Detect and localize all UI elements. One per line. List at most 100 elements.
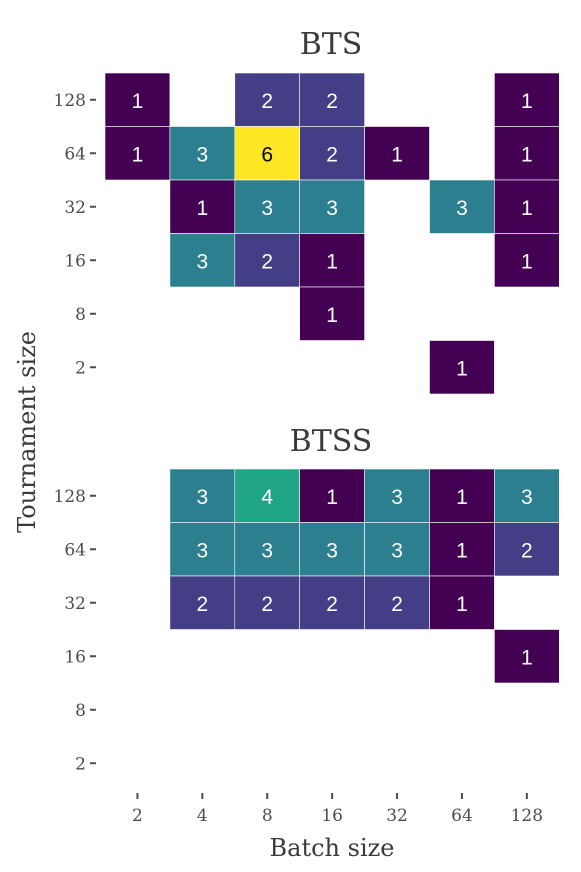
heatmap-cell bbox=[299, 468, 365, 523]
cells: 3 4 1 3 1 3 3 3 3 3 1 2 2 2 2 2 1 1 bbox=[169, 468, 560, 684]
heatmap-cell bbox=[169, 468, 236, 523]
cell-value-label: 1 bbox=[521, 197, 533, 220]
heatmap-cell bbox=[299, 522, 365, 577]
y-tick-label: 2 bbox=[75, 754, 86, 774]
x-axis: 2 4 8 16 32 64 128 bbox=[132, 793, 543, 826]
y-tick-label: 32 bbox=[64, 198, 86, 218]
cell-value-label: 2 bbox=[261, 593, 273, 616]
heatmap-cell bbox=[299, 72, 365, 127]
panel-btss: BTSS 128 64 32 16 8 2 3 4 1 3 1 3 3 3 3 3 1 2 2 2 2 2 1 1 bbox=[54, 424, 560, 774]
cell-value-label: 1 bbox=[521, 90, 533, 113]
cell-value-label: 2 bbox=[261, 250, 273, 273]
heatmap-cell bbox=[169, 179, 236, 234]
cell-value-label: 3 bbox=[197, 143, 209, 166]
cell-value-label: 2 bbox=[326, 90, 338, 113]
heatmap-cell bbox=[364, 126, 430, 181]
cell-value-label: 1 bbox=[456, 486, 468, 509]
heatmap-cell bbox=[429, 340, 495, 395]
y-tick-label: 8 bbox=[75, 305, 86, 325]
y-axis: 128 64 32 16 8 2 bbox=[54, 487, 96, 774]
cell-value-label: 2 bbox=[521, 539, 533, 562]
y-tick-label: 128 bbox=[54, 91, 86, 111]
heatmap-cell bbox=[234, 468, 301, 523]
heatmap-cell bbox=[429, 522, 495, 577]
x-tick-label: 64 bbox=[451, 806, 473, 826]
heatmap-cell bbox=[234, 179, 301, 234]
cell-value-label: 1 bbox=[456, 357, 468, 380]
cell-value-label: 1 bbox=[132, 90, 144, 113]
y-tick-label: 64 bbox=[64, 144, 86, 164]
cell-value-label: 6 bbox=[261, 143, 273, 166]
cell-value-label: 2 bbox=[261, 90, 273, 113]
heatmap-cell bbox=[429, 179, 495, 234]
cell-value-label: 3 bbox=[197, 486, 209, 509]
cells: 1 2 2 1 1 3 6 2 1 1 1 3 3 3 1 3 2 1 1 1 1 bbox=[104, 72, 560, 395]
heatmap-cell bbox=[234, 522, 301, 577]
heatmap-cell bbox=[299, 126, 365, 181]
y-tick-label: 2 bbox=[75, 358, 86, 378]
heatmap-cell bbox=[299, 233, 365, 288]
heatmap-cell bbox=[169, 126, 236, 181]
heatmap-cell bbox=[494, 179, 560, 234]
cell-value-label: 3 bbox=[261, 539, 273, 562]
panel-title: BTSS bbox=[290, 424, 373, 459]
y-axis-title: Tournament size bbox=[13, 331, 41, 533]
cell-value-label: 3 bbox=[391, 486, 403, 509]
cell-value-label: 3 bbox=[326, 539, 338, 562]
heatmap-cell bbox=[234, 126, 301, 181]
x-axis-title: Batch size bbox=[270, 834, 395, 862]
cell-value-label: 3 bbox=[391, 539, 403, 562]
y-tick-label: 8 bbox=[75, 701, 86, 721]
cell-value-label: 2 bbox=[326, 593, 338, 616]
heatmap-cell bbox=[494, 629, 560, 684]
cell-value-label: 1 bbox=[132, 143, 144, 166]
x-tick-label: 2 bbox=[132, 806, 143, 826]
y-tick-label: 16 bbox=[64, 251, 86, 271]
heatmap-cell bbox=[494, 468, 560, 523]
cell-value-label: 1 bbox=[521, 250, 533, 273]
cell-value-label: 1 bbox=[326, 250, 338, 273]
y-axis: 128 64 32 16 8 2 bbox=[54, 91, 96, 378]
x-tick-label: 32 bbox=[386, 806, 408, 826]
y-tick-label: 64 bbox=[64, 540, 86, 560]
heatmap-cell bbox=[494, 126, 560, 181]
y-tick-label: 128 bbox=[54, 487, 86, 507]
cell-value-label: 1 bbox=[521, 646, 533, 669]
cell-value-label: 4 bbox=[261, 486, 273, 509]
heatmap-cell bbox=[299, 286, 365, 341]
heatmap-cell bbox=[299, 575, 365, 630]
heatmap-cell bbox=[234, 233, 301, 288]
cell-value-label: 3 bbox=[261, 197, 273, 220]
cell-value-label: 1 bbox=[391, 143, 403, 166]
cell-value-label: 2 bbox=[197, 593, 209, 616]
y-tick-label: 16 bbox=[64, 647, 86, 667]
heatmap-cell bbox=[494, 522, 560, 577]
cell-value-label: 1 bbox=[521, 143, 533, 166]
heatmap-cell bbox=[494, 72, 560, 127]
cell-value-label: 3 bbox=[456, 197, 468, 220]
heatmap-cell bbox=[429, 468, 495, 523]
x-tick-label: 8 bbox=[262, 806, 273, 826]
heatmap-cell bbox=[104, 126, 171, 181]
cell-value-label: 1 bbox=[326, 304, 338, 327]
cell-value-label: 1 bbox=[197, 197, 209, 220]
heatmap-cell bbox=[234, 575, 301, 630]
cell-value-label: 1 bbox=[456, 593, 468, 616]
heatmap-cell bbox=[364, 575, 430, 630]
y-tick-label: 32 bbox=[64, 594, 86, 614]
x-tick-label: 128 bbox=[511, 806, 543, 826]
cell-value-label: 3 bbox=[521, 486, 533, 509]
cell-value-label: 3 bbox=[197, 250, 209, 273]
cell-value-label: 3 bbox=[326, 197, 338, 220]
cell-value-label: 1 bbox=[456, 539, 468, 562]
cell-value-label: 1 bbox=[326, 486, 338, 509]
x-tick-label: 4 bbox=[197, 806, 208, 826]
cell-value-label: 3 bbox=[197, 539, 209, 562]
x-tick-label: 16 bbox=[321, 806, 343, 826]
heatmap-cell bbox=[429, 575, 495, 630]
heatmap-cell bbox=[494, 233, 560, 288]
cell-value-label: 2 bbox=[326, 143, 338, 166]
heatmap-cell bbox=[299, 179, 365, 234]
